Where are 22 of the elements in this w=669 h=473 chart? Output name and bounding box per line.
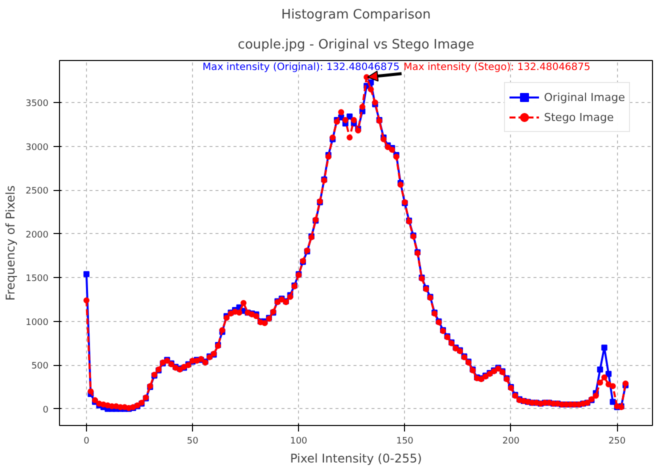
y-tick-label: 2000 bbox=[26, 230, 49, 240]
annotation: Max intensity (Original): 132.48046875 bbox=[202, 62, 400, 73]
x-tick-label: 100 bbox=[290, 436, 308, 446]
x-tick-label: 0 bbox=[84, 436, 90, 446]
y-tick-label: 1500 bbox=[26, 274, 49, 284]
chart-title: Histogram Comparison bbox=[281, 8, 431, 22]
y-tick-label: 1000 bbox=[26, 318, 49, 328]
y-tick-label: 2500 bbox=[26, 186, 49, 197]
x-tick-label: 250 bbox=[608, 436, 626, 446]
y-tick-label: 0 bbox=[42, 405, 49, 416]
y-tick-label: 500 bbox=[31, 362, 49, 372]
legend-label: Original Image bbox=[544, 90, 625, 104]
y-tick-label: 3500 bbox=[26, 99, 49, 110]
x-axis-title: Pixel Intensity (0-255) bbox=[290, 452, 422, 466]
x-tick-label: 150 bbox=[396, 436, 414, 446]
x-tick-label: 200 bbox=[502, 436, 520, 446]
y-tick-label: 3000 bbox=[26, 142, 49, 153]
y-axis-title: Frequency of Pixels bbox=[4, 185, 18, 301]
legend-label: Stego Image bbox=[544, 110, 614, 124]
x-tick-label: 50 bbox=[186, 436, 199, 446]
annotation: Max intensity (Stego): 132.48046875 bbox=[404, 62, 590, 73]
chart-subtitle: couple.jpg - Original vs Stego Image bbox=[238, 38, 474, 52]
